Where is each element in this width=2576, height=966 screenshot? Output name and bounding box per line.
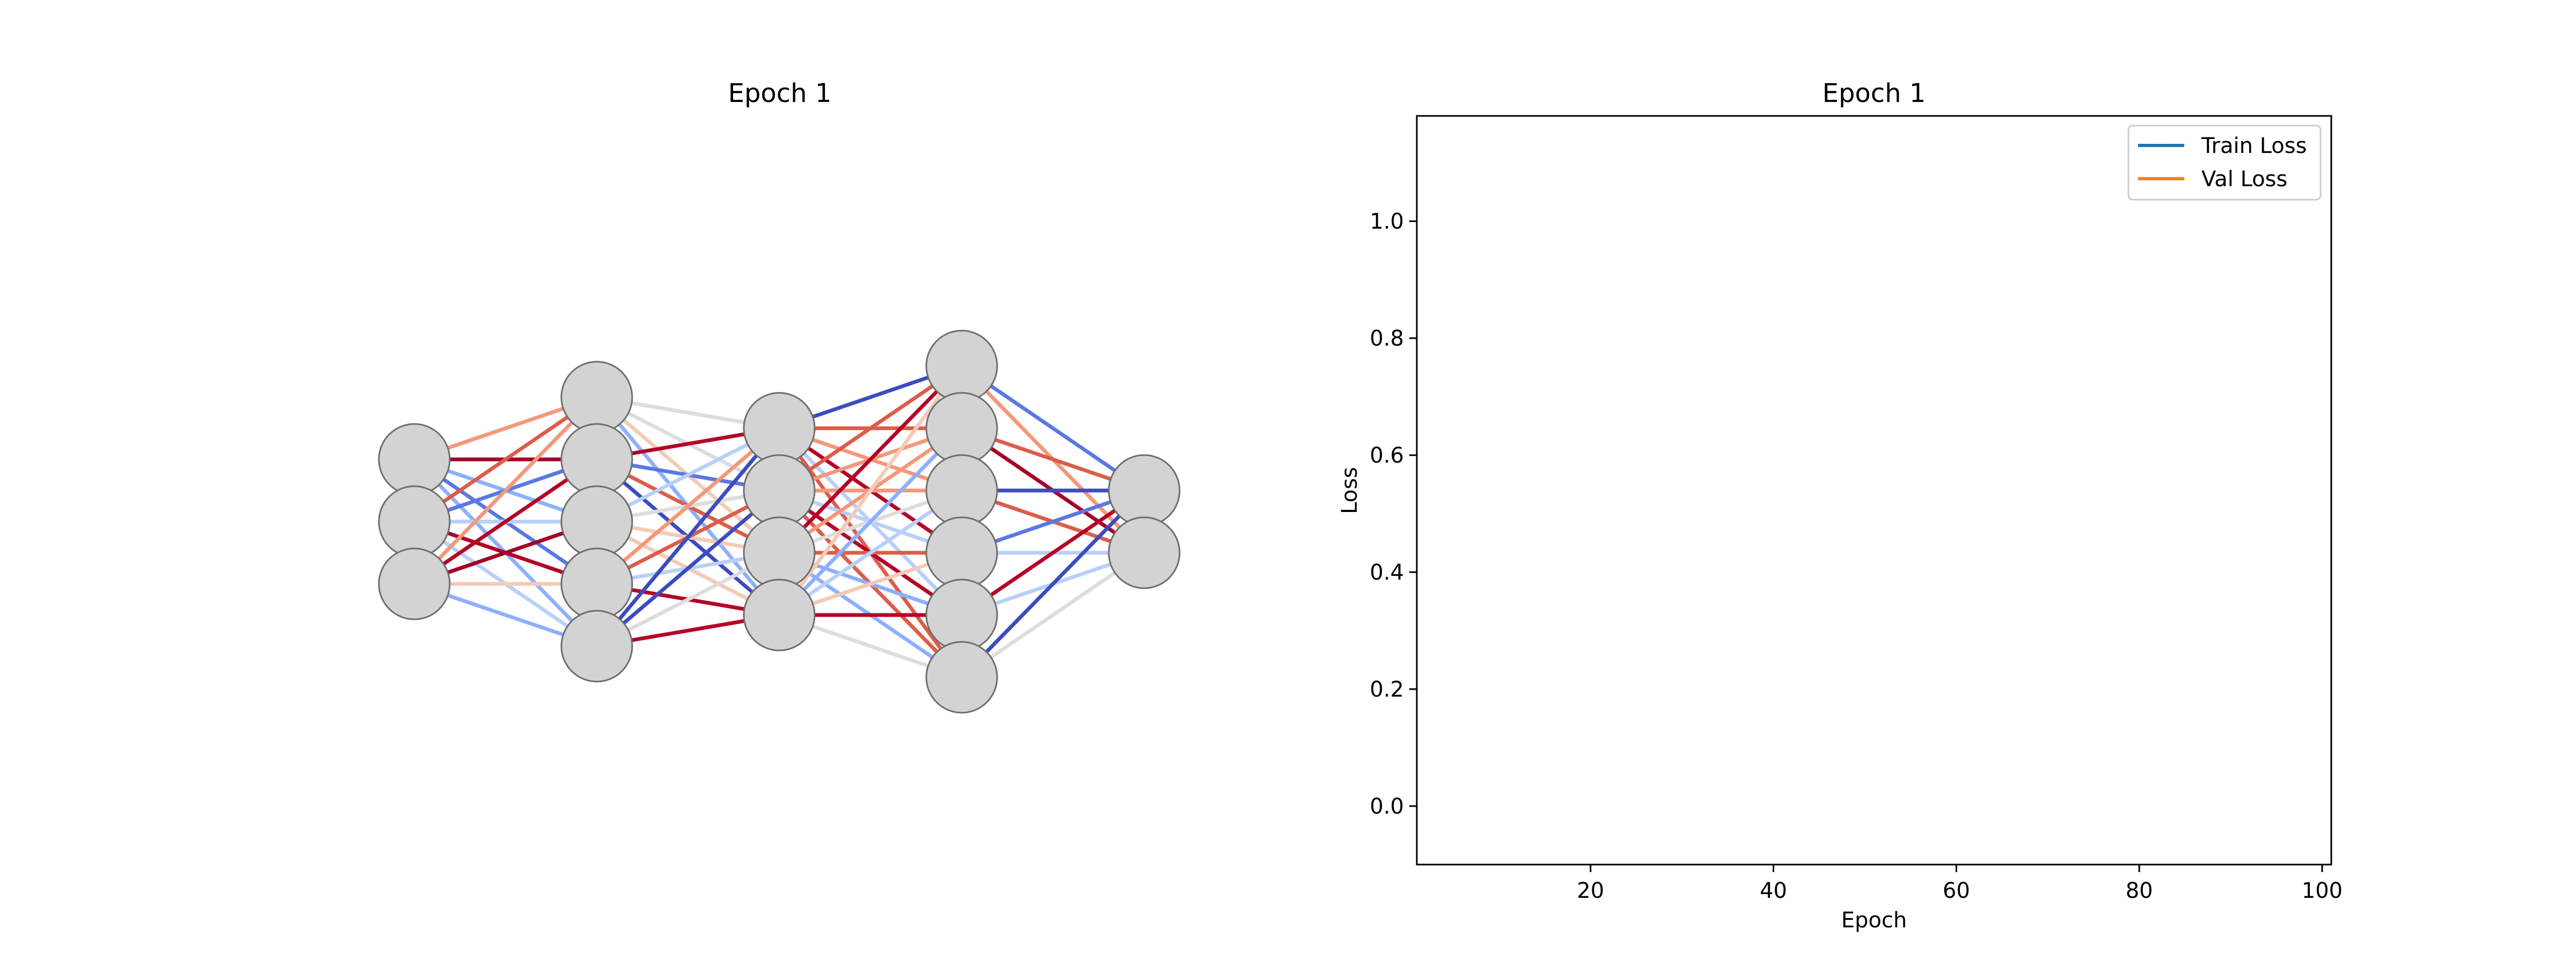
connection-l0-1-to-0 — [413, 396, 598, 523]
x-tick-label: 80 — [2126, 879, 2153, 903]
y-axis-label: Loss — [1337, 467, 1362, 514]
neuron-layer0-2 — [378, 547, 451, 620]
connection-l2-3-to-2 — [778, 489, 963, 617]
neuron-layer1-2 — [560, 485, 633, 558]
connection-l2-3-to-1 — [778, 427, 963, 617]
neuron-layer3-1 — [925, 392, 998, 465]
neuron-layer1-3 — [560, 547, 633, 620]
legend-label-val-loss: Val Loss — [2201, 167, 2287, 192]
loss-chart: Epoch 1 20 40 60 80 100 0.0 0.2 0.4 0.6 0.8 1.0 E… — [1337, 78, 2343, 933]
neuron-layer0-1 — [378, 485, 451, 558]
x-tick-label: 20 — [1577, 879, 1604, 903]
connection-l3-4-to-0 — [961, 489, 1145, 617]
x-tick-label: 40 — [1760, 879, 1787, 903]
neuron-layer2-0 — [743, 392, 816, 465]
neuron-layer1-0 — [560, 361, 633, 434]
y-tick-label: 0.8 — [1370, 326, 1404, 351]
x-axis-label: Epoch — [1841, 908, 1907, 933]
network-neurons — [378, 330, 1181, 714]
neuron-layer1-1 — [560, 423, 633, 496]
neuron-layer4-1 — [1108, 516, 1181, 589]
connection-l2-3-to-0 — [778, 364, 963, 617]
neuron-layer3-4 — [925, 579, 998, 652]
connection-l3-0-to-0 — [961, 364, 1145, 492]
connection-l1-4-to-1 — [595, 489, 781, 648]
y-tick-label: 0.4 — [1370, 560, 1404, 585]
neuron-layer2-1 — [743, 454, 816, 527]
connection-l3-5-to-0 — [960, 489, 1146, 679]
neuron-layer1-4 — [560, 610, 633, 683]
y-tick-label: 0.2 — [1370, 677, 1404, 702]
neuron-layer3-3 — [925, 516, 998, 589]
neuron-layer3-0 — [925, 330, 998, 402]
y-tick-label: 0.6 — [1370, 443, 1404, 468]
plot-frame — [1416, 115, 2332, 866]
connection-l0-2-to-1 — [413, 458, 598, 586]
neuron-layer3-2 — [925, 454, 998, 527]
neuron-layer2-2 — [743, 516, 816, 589]
neuron-layer3-5 — [925, 641, 998, 714]
connection-l0-2-to-0 — [413, 396, 598, 586]
x-tick-label: 60 — [1943, 879, 1970, 903]
chart-title: Epoch 1 — [1823, 78, 1926, 108]
neuron-layer4-0 — [1108, 454, 1181, 527]
connection-l2-1-to-0 — [778, 364, 963, 492]
connection-l1-3-to-0 — [595, 427, 781, 586]
y-tick-label: 0.0 — [1370, 794, 1404, 819]
x-axis-ticks: 20 40 60 80 100 — [1577, 865, 2343, 903]
y-axis-ticks: 0.0 0.2 0.4 0.6 0.8 1.0 — [1370, 209, 1417, 819]
legend-label-train-loss: Train Loss — [2201, 134, 2307, 158]
connection-l1-4-to-0 — [595, 427, 781, 648]
neuron-layer0-0 — [378, 423, 451, 496]
network-panel: Epoch 1 — [378, 78, 1181, 714]
legend: Train Loss Val Loss — [2127, 125, 2322, 201]
connection-l3-5-to-1 — [961, 551, 1145, 679]
y-tick-label: 1.0 — [1370, 209, 1404, 234]
connection-l2-2-to-0 — [778, 364, 963, 554]
x-tick-label: 100 — [2302, 879, 2343, 903]
network-panel-title: Epoch 1 — [728, 78, 832, 108]
neuron-layer2-3 — [743, 579, 816, 652]
